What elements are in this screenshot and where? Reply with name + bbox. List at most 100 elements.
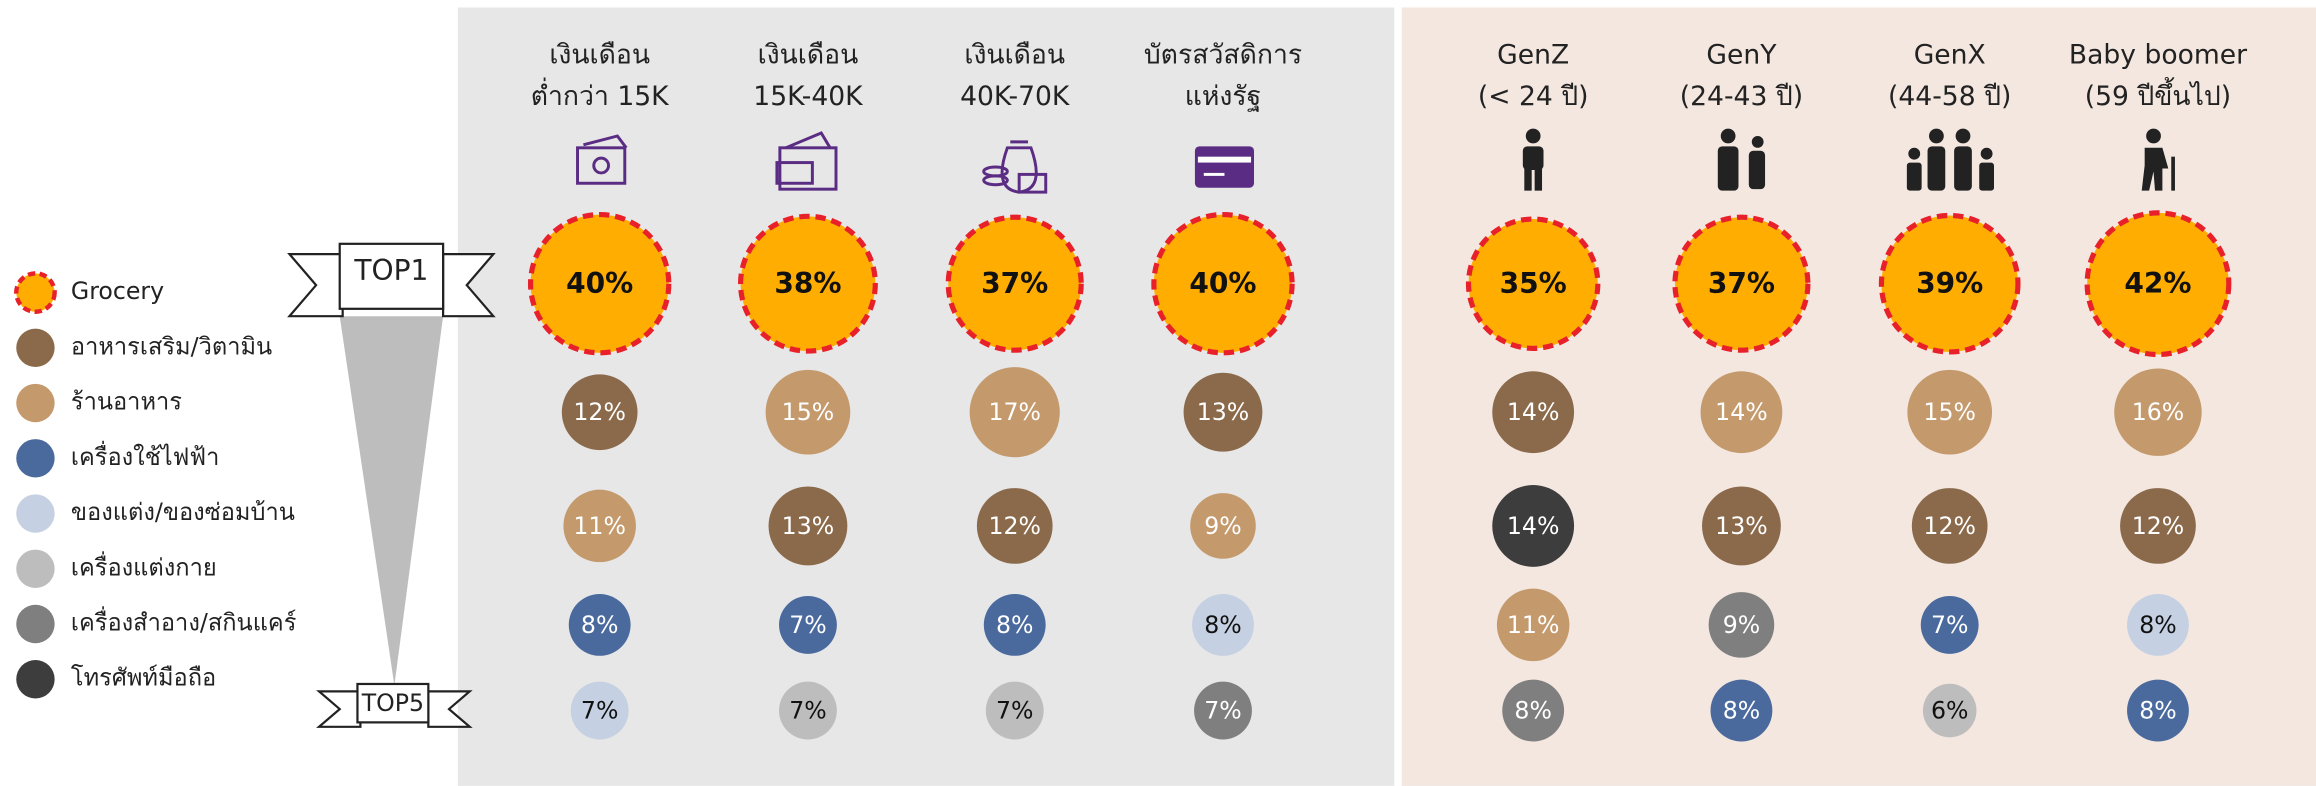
bubble-label: 8% <box>2139 697 2176 725</box>
bubble-label: 7% <box>996 697 1033 725</box>
column-header: Baby boomer <box>2069 40 2247 71</box>
legend-label: อาหารเสริม/วิตามิน <box>71 332 272 360</box>
bubble-label: 7% <box>789 611 826 639</box>
bubble-label: 8% <box>1204 611 1241 639</box>
rank-funnel <box>339 316 444 686</box>
legend-swatch <box>16 604 55 644</box>
bubble <box>2084 210 2232 358</box>
bubble <box>945 214 1084 353</box>
legend-label: ของแต่ง/ของซ่อมบ้าน <box>71 498 295 526</box>
bubble <box>1183 372 1263 452</box>
bubble-label: 17% <box>988 398 1041 426</box>
bubble <box>1907 369 1993 455</box>
bubble <box>1922 683 1977 738</box>
bubble <box>1194 681 1252 740</box>
column-header: เงินเดือน <box>964 40 1065 71</box>
bubble <box>2127 593 2189 656</box>
bubble <box>1702 486 1781 566</box>
bubble <box>2127 679 2189 742</box>
parent-child-icon <box>1717 128 1766 191</box>
bubble-label: 37% <box>981 267 1048 300</box>
bubble-label: 8% <box>1514 697 1551 725</box>
bubble-label: 12% <box>573 398 626 426</box>
rank-label: TOP1 <box>353 254 428 287</box>
card-icon <box>1194 146 1255 188</box>
bubble <box>1192 593 1254 656</box>
column-header: (44-58 ปี) <box>1888 81 2011 112</box>
column-header: (< 24 ปี) <box>1478 81 1589 112</box>
bubble-label: 7% <box>1931 611 1968 639</box>
bubble-label: 15% <box>1923 398 1976 426</box>
legend-label: โทรศัพท์มือถือ <box>71 664 216 692</box>
bubble <box>1911 488 1988 564</box>
bubble <box>1190 493 1256 559</box>
bubble <box>1672 214 1811 353</box>
bubble-label: 39% <box>1916 267 1983 300</box>
bubble <box>527 211 672 356</box>
legend-swatch <box>16 383 55 423</box>
legend-swatch <box>14 271 57 314</box>
bubble <box>1700 371 1783 454</box>
bubble <box>985 681 1044 740</box>
bubble <box>561 374 638 451</box>
column-header: เงินเดือน <box>549 40 650 71</box>
bubble <box>1151 211 1295 356</box>
bubble <box>1502 679 1565 742</box>
bubble <box>1710 679 1773 742</box>
bubble <box>768 486 848 566</box>
bubble-label: 35% <box>1500 267 1567 300</box>
bubble-label: 8% <box>581 611 618 639</box>
legend-label: ร้านอาหาร <box>71 388 182 416</box>
column-header: ต่ำกว่า 15K <box>531 77 669 112</box>
bubble-label: 12% <box>988 512 1041 540</box>
legend-label: Grocery <box>71 277 164 305</box>
legend-swatch <box>16 660 55 699</box>
bubble-label: 16% <box>2132 398 2185 426</box>
legend-swatch <box>16 328 55 368</box>
bubble-label: 14% <box>1715 398 1768 426</box>
bubble-label: 8% <box>2139 611 2176 639</box>
bubble <box>2114 368 2202 456</box>
bubble <box>1492 371 1575 454</box>
column-header: บัตรสวัสดิการ <box>1144 40 1302 71</box>
bubble-label: 37% <box>1708 267 1775 300</box>
bubble-label: 7% <box>581 697 618 725</box>
legend-swatch <box>16 549 55 588</box>
bubble-label: 11% <box>1507 611 1560 639</box>
legend-label: เครื่องแต่งกาย <box>71 550 217 581</box>
top1-ribbon: TOP1 <box>287 242 496 318</box>
money-icon <box>576 134 628 185</box>
bubble <box>2120 488 2196 564</box>
bubble <box>563 489 636 563</box>
icons <box>576 128 2175 194</box>
moneybag-icon <box>982 140 1048 194</box>
bubble <box>1878 212 2021 355</box>
top5-ribbon: TOP5 <box>316 682 473 728</box>
bubble-label: 38% <box>774 267 841 300</box>
bubble <box>1920 595 1979 654</box>
bubble-label: 13% <box>1197 398 1250 426</box>
bubble-label: 11% <box>573 512 626 540</box>
bubble-label: 12% <box>1923 512 1976 540</box>
bubble-label: 13% <box>1715 512 1768 540</box>
bubble-label: 13% <box>782 512 835 540</box>
rank-label: TOP5 <box>361 689 424 717</box>
bubble <box>737 213 878 354</box>
legend-swatch <box>16 439 55 478</box>
bubble-label: 7% <box>789 697 826 725</box>
bubble-label: 40% <box>566 267 633 300</box>
column-header: (24-43 ปี) <box>1680 81 1803 112</box>
bubble-label: 8% <box>996 611 1033 639</box>
column-header: แห่งรัฐ <box>1185 81 1262 112</box>
column-header: (59 ปีขึ้นไป) <box>2085 77 2231 112</box>
bubble-label: 14% <box>1507 512 1560 540</box>
bubble-label: 7% <box>1204 697 1241 725</box>
column-header: GenY <box>1706 40 1777 71</box>
bubble <box>779 595 837 654</box>
person-icon <box>1522 128 1544 191</box>
column-header: เงินเดือน <box>758 40 859 71</box>
bubble <box>976 488 1053 564</box>
bubble <box>568 593 631 656</box>
column-header: GenZ <box>1497 40 1569 71</box>
